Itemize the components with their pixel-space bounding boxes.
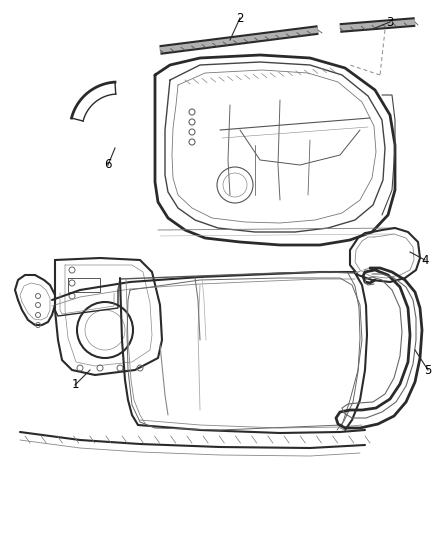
Text: 6: 6 <box>104 158 112 172</box>
Text: 3: 3 <box>386 15 394 28</box>
Text: 5: 5 <box>424 364 432 376</box>
Text: 2: 2 <box>236 12 244 25</box>
Text: 1: 1 <box>71 378 79 392</box>
Text: 4: 4 <box>421 254 429 266</box>
